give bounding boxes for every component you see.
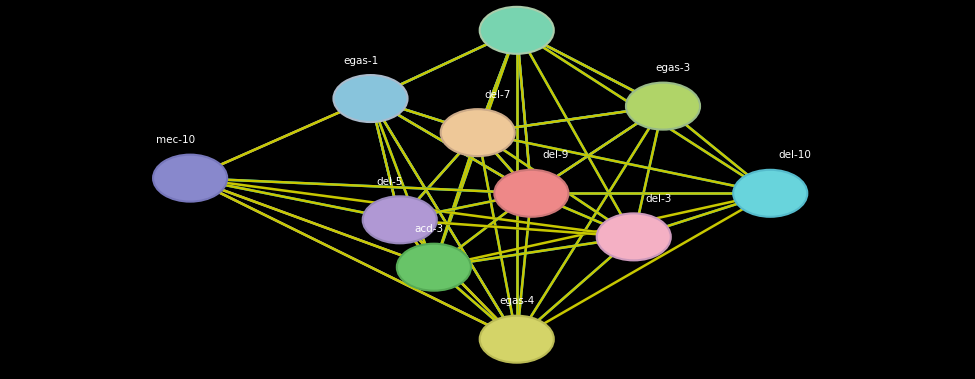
Ellipse shape [397, 244, 471, 291]
Ellipse shape [350, 86, 391, 111]
Ellipse shape [480, 7, 554, 54]
Text: mec-10: mec-10 [156, 135, 195, 145]
Ellipse shape [153, 155, 227, 202]
Text: del-3: del-3 [644, 194, 672, 204]
Text: del-5: del-5 [376, 177, 404, 187]
Ellipse shape [733, 170, 807, 217]
Ellipse shape [379, 207, 420, 233]
Text: egas-3: egas-3 [655, 63, 690, 73]
Text: del-10: del-10 [778, 150, 811, 160]
Ellipse shape [170, 165, 211, 191]
Ellipse shape [626, 83, 700, 130]
Ellipse shape [363, 196, 437, 243]
Ellipse shape [750, 180, 791, 206]
Ellipse shape [597, 213, 671, 260]
Text: del-7: del-7 [484, 90, 511, 100]
Text: acd-3: acd-3 [414, 224, 444, 234]
Ellipse shape [496, 326, 537, 352]
Ellipse shape [457, 120, 498, 146]
Ellipse shape [496, 17, 537, 43]
Text: egas-1: egas-1 [343, 56, 378, 66]
Ellipse shape [333, 75, 408, 122]
Ellipse shape [511, 180, 552, 206]
Ellipse shape [613, 224, 654, 250]
Ellipse shape [441, 109, 515, 156]
Ellipse shape [643, 93, 683, 119]
Text: egas-4: egas-4 [499, 296, 534, 306]
Ellipse shape [494, 170, 568, 217]
Ellipse shape [413, 254, 454, 280]
Ellipse shape [480, 316, 554, 363]
Text: del-9: del-9 [542, 150, 569, 160]
